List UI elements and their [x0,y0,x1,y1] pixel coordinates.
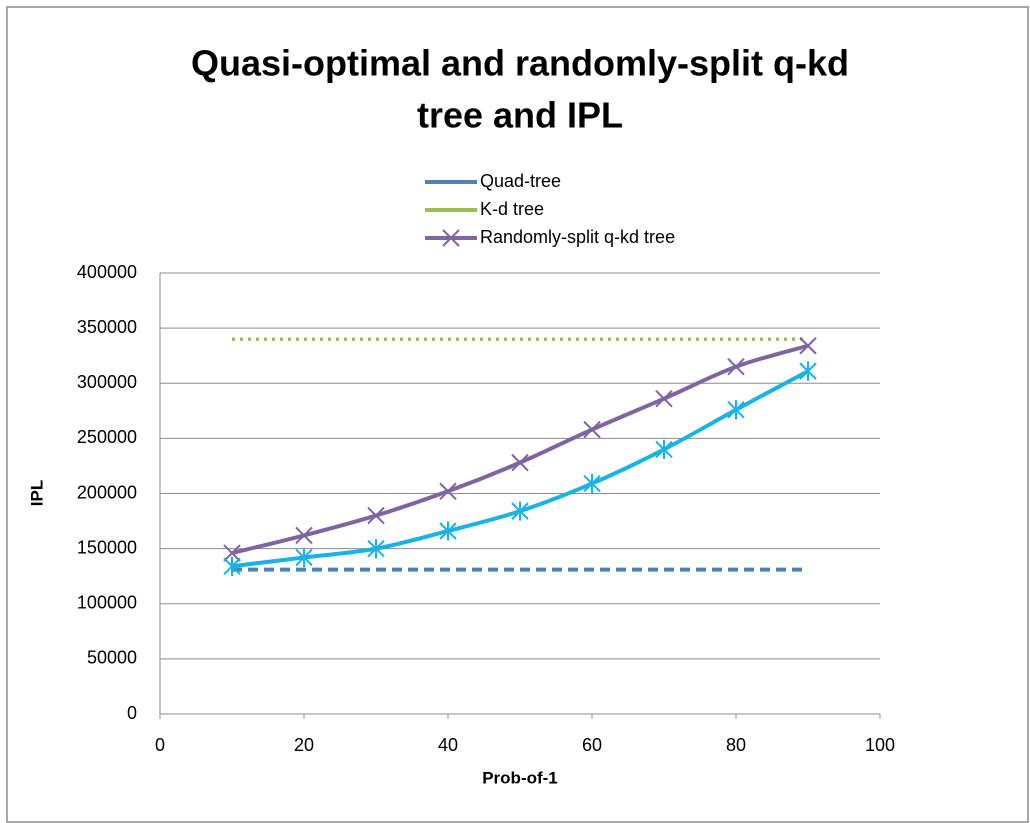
data-point [223,544,241,562]
y-axis-title: IPL [27,480,46,506]
x-tick-label: 80 [726,735,746,755]
data-point [511,501,529,521]
y-tick-label: 300000 [77,372,137,392]
legend-label: K-d tree [480,199,544,219]
legend-label: Quad-tree [480,171,561,191]
data-point [223,556,241,576]
y-tick-label: 350000 [77,317,137,337]
data-point [439,482,457,501]
data-point [583,473,601,494]
data-point [655,389,673,408]
x-tick-label: 20 [294,735,314,755]
chart-frame [6,6,1029,823]
data-point [799,337,817,355]
data-point [367,539,385,559]
chart-title: tree and IPL [417,95,623,136]
x-tick-label: 60 [582,735,602,755]
x-axis-title: Prob-of-1 [482,768,558,787]
legend-label: Randomly-split q-kd tree [480,227,675,247]
data-point [799,361,817,381]
y-tick-label: 0 [127,703,137,723]
y-tick-label: 400000 [77,262,137,282]
y-tick-label: 50000 [87,648,137,668]
x-tick-label: 40 [438,735,458,755]
y-tick-label: 200000 [77,482,137,502]
data-point [655,439,673,459]
data-point [442,229,460,247]
y-tick-label: 250000 [77,427,137,447]
x-tick-label: 0 [155,735,165,755]
data-point [727,400,745,420]
data-point [295,547,313,568]
y-tick-label: 100000 [77,593,137,613]
chart-title: Quasi-optimal and randomly-split q-kd [191,43,849,84]
data-point [727,358,745,376]
data-point [439,521,457,541]
y-tick-label: 150000 [77,537,137,557]
data-point [583,420,601,439]
data-point [367,506,385,525]
x-tick-label: 100 [865,735,895,755]
data-point [295,526,313,545]
data-point [511,453,529,472]
